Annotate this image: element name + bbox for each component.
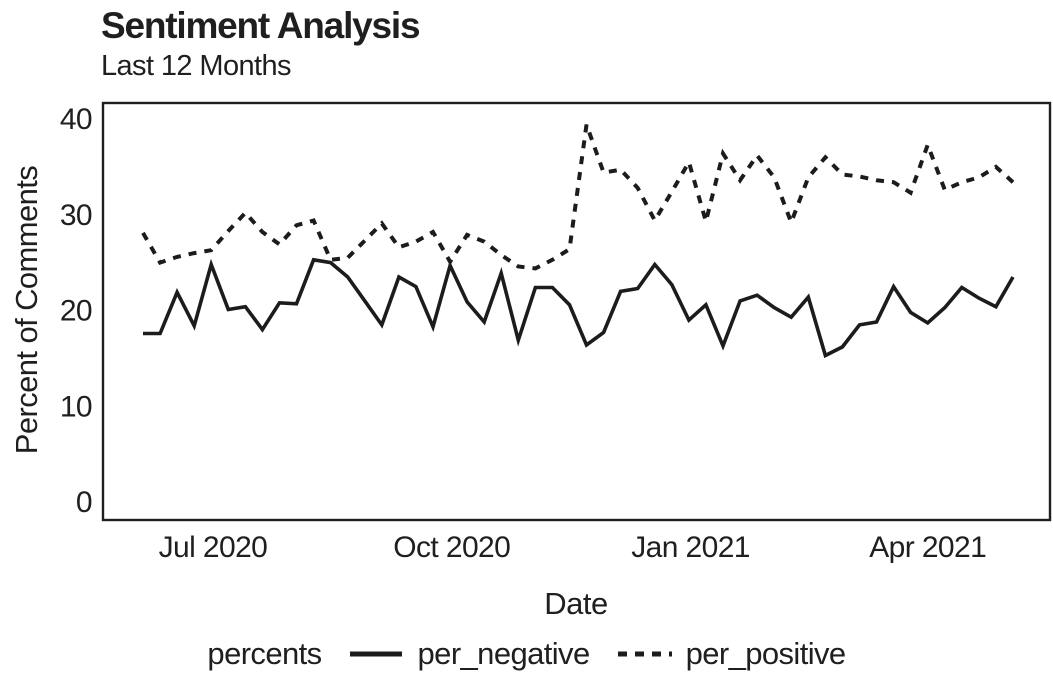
legend-entry-per-negative: per_negative — [348, 636, 590, 672]
legend-entry-per-positive: per_positive — [616, 636, 846, 672]
plot-frame — [101, 101, 1052, 522]
y-tick-label: 20 — [60, 295, 92, 328]
y-tick-label: 30 — [60, 199, 92, 232]
x-tick-label: Apr 2021 — [869, 531, 986, 564]
y-tick-label: 0 — [76, 486, 92, 519]
legend-title: percents — [207, 636, 322, 671]
chart-title: Sentiment Analysis — [101, 5, 421, 46]
y-tick-label: 40 — [60, 103, 92, 136]
series-line-per_positive — [141, 124, 1015, 271]
solid-line-swatch-icon — [349, 651, 402, 657]
chart-legend: percents per_negative per_positive — [0, 636, 1053, 672]
legend-label-per-negative: per_negative — [417, 636, 591, 671]
chart-subtitle: Last 12 Months — [101, 50, 291, 82]
x-tick-label: Oct 2020 — [393, 531, 510, 564]
y-tick-label: 10 — [60, 390, 92, 423]
dashed-line-swatch-icon — [617, 651, 672, 657]
x-tick-label: Jul 2020 — [159, 531, 268, 564]
x-tick-label: Jan 2021 — [631, 531, 750, 564]
legend-label-per-positive: per_positive — [685, 636, 847, 671]
series-line-per_negative — [143, 257, 1015, 359]
x-axis-label: Date — [544, 586, 608, 621]
